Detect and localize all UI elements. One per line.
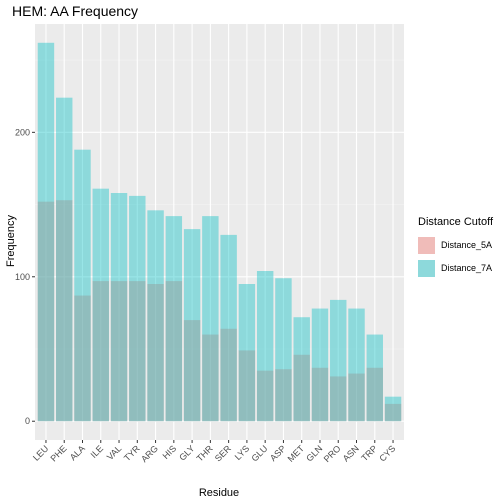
- bar-distance-5a-asp: [275, 369, 292, 422]
- bar-distance-5a-leu: [37, 201, 55, 422]
- x-tick-label-gln: GLN: [304, 443, 324, 463]
- bar-distance-5a-pro: [330, 376, 347, 422]
- legend-key-distance-7a: [418, 259, 435, 277]
- bar-distance-7a-gly: [183, 229, 201, 422]
- x-tick-label-arg: ARG: [139, 443, 160, 464]
- bar-distance-7a-arg: [147, 210, 164, 422]
- bar-distance-7a-leu: [37, 42, 55, 422]
- bar-distance-5a-phe: [56, 200, 73, 422]
- bar-distance-5a-tyr: [129, 281, 146, 422]
- x-tick-label-lys: LYS: [233, 443, 252, 462]
- bar-distance-5a-ala: [74, 295, 91, 422]
- legend-title: Distance Cutoff: [418, 216, 494, 228]
- bar-distance-5a-trp: [366, 367, 383, 422]
- bar-distance-5a-gln: [311, 367, 329, 422]
- x-tick-label-ile: ILE: [89, 443, 106, 460]
- bar-distance-7a-trp: [366, 334, 383, 422]
- bar-distance-5a-cys: [384, 403, 402, 422]
- plot-panel: [35, 24, 404, 440]
- x-tick-label-cys: CYS: [377, 443, 397, 463]
- bar-distance-5a-ile: [92, 281, 109, 422]
- bar-distance-7a-glu: [256, 271, 274, 422]
- x-tick-label-glu: GLU: [249, 443, 269, 463]
- bar-distance-7a-asn: [348, 308, 365, 422]
- y-axis-title: Frequency: [5, 215, 17, 267]
- bar-distance-7a-cys: [384, 396, 402, 422]
- bar-distance-5a-met: [293, 354, 310, 422]
- x-tick-label-gly: GLY: [177, 443, 196, 462]
- legend-swatch-distance-7a: [418, 259, 435, 277]
- bar-distance-5a-glu: [256, 370, 274, 422]
- x-tick-label-tyr: TYR: [122, 443, 142, 463]
- x-tick-label-phe: PHE: [48, 443, 68, 463]
- legend-item-distance-7a: Distance_7A: [418, 258, 493, 278]
- legend-key-distance-5a: [418, 236, 435, 254]
- bar-distance-7a-tyr: [129, 195, 146, 422]
- x-tick-label-trp: TRP: [359, 443, 379, 463]
- bar-distance-7a-ser: [220, 234, 237, 422]
- legend-label-distance-5a: Distance_5A: [441, 240, 493, 250]
- bar-distance-7a-gln: [311, 308, 329, 422]
- x-tick-label-pro: PRO: [322, 443, 343, 464]
- chart-title: HEM: AA Frequency: [12, 3, 139, 19]
- bar-distance-5a-ser: [220, 328, 237, 422]
- x-tick-label-asn: ASN: [341, 443, 361, 463]
- x-tick-label-thr: THR: [195, 443, 216, 464]
- y-tick-label: 200: [15, 127, 30, 137]
- x-tick-label-met: MET: [286, 443, 307, 464]
- legend: Distance Cutoff Distance_5A Distance_7A: [418, 216, 493, 281]
- legend-swatch-distance-5a: [418, 236, 435, 254]
- x-tick-label-ala: ALA: [68, 443, 87, 462]
- y-tick-label: 100: [15, 272, 30, 282]
- x-tick-label-his: HIS: [161, 443, 179, 461]
- bar-distance-7a-met: [293, 317, 310, 422]
- x-axis-title: Residue: [199, 487, 239, 499]
- bar-distance-7a-lys: [238, 284, 256, 422]
- bar-distance-5a-arg: [147, 284, 164, 422]
- bar-distance-5a-his: [165, 281, 183, 422]
- bar-distance-7a-val: [110, 193, 128, 422]
- bars-layer: [37, 42, 402, 422]
- x-tick-label-leu: LEU: [31, 443, 50, 462]
- x-tick-label-ser: SER: [213, 443, 234, 464]
- x-tick-label-val: VAL: [105, 443, 124, 462]
- bar-distance-7a-thr: [202, 216, 219, 422]
- bar-distance-5a-lys: [238, 350, 256, 422]
- bar-distance-7a-asp: [275, 278, 292, 422]
- legend-label-distance-7a: Distance_7A: [441, 263, 493, 273]
- bar-distance-5a-val: [110, 281, 128, 422]
- bar-distance-5a-gly: [183, 320, 201, 422]
- legend-item-distance-5a: Distance_5A: [418, 235, 493, 255]
- grid-layer: [35, 24, 404, 440]
- bar-distance-7a-ala: [74, 149, 91, 422]
- bar-distance-5a-thr: [202, 334, 219, 422]
- x-tick-label-asp: ASP: [268, 443, 288, 463]
- bar-distance-7a-pro: [330, 299, 347, 422]
- bar-distance-7a-ile: [92, 188, 109, 422]
- bar-distance-7a-phe: [56, 97, 73, 422]
- y-tick-label: 0: [25, 416, 30, 426]
- bar-distance-5a-asn: [348, 373, 365, 422]
- bar-distance-7a-his: [165, 216, 183, 422]
